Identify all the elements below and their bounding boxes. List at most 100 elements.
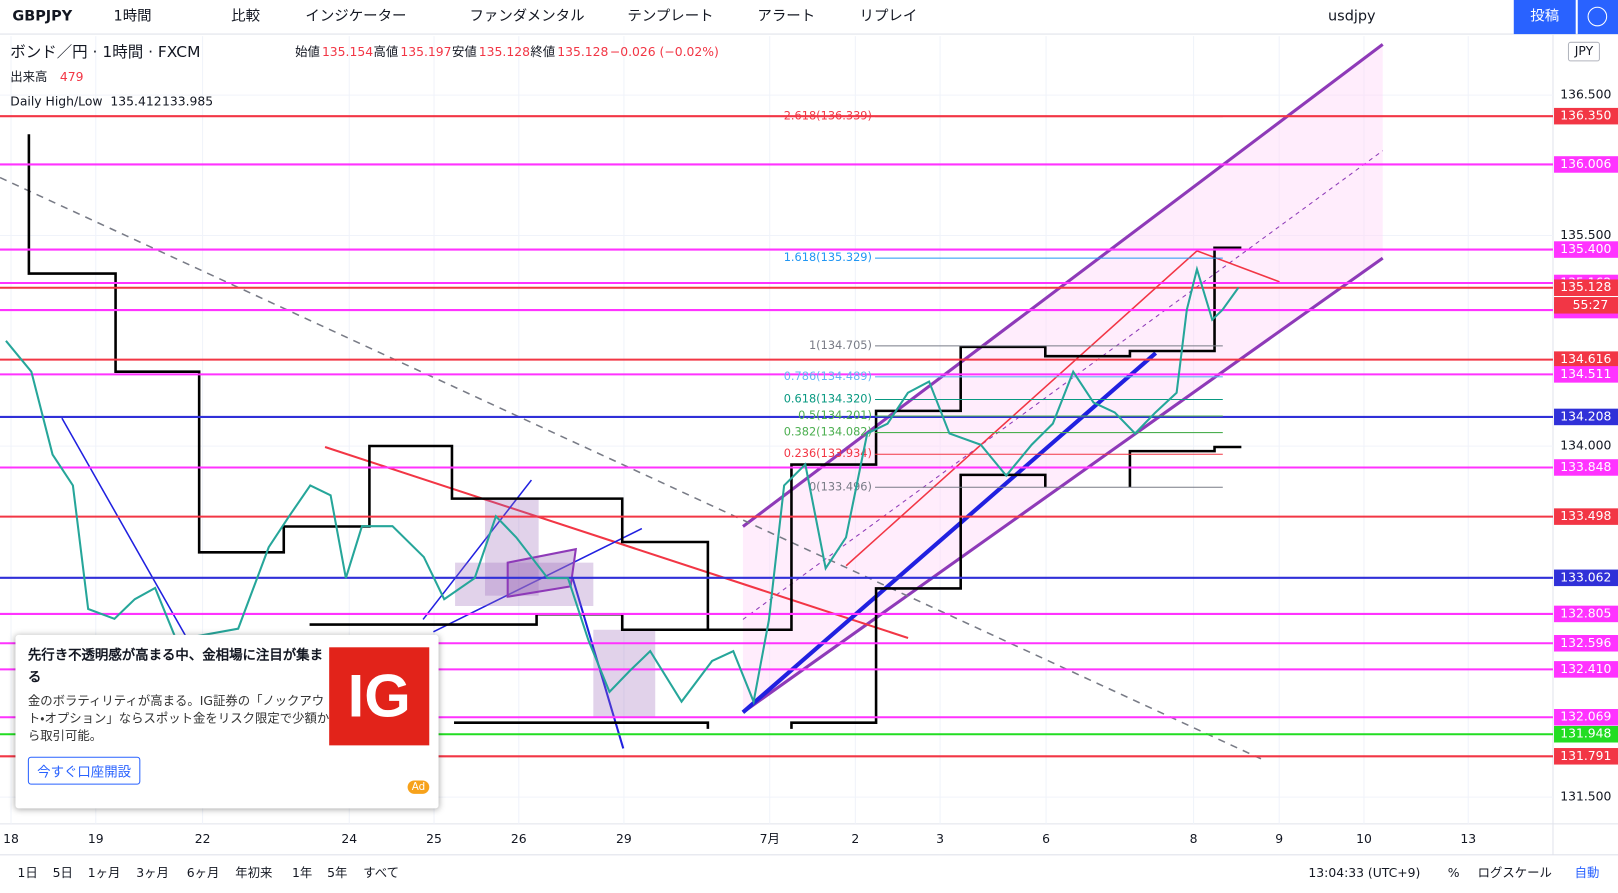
symbol[interactable]: GBPJPY <box>12 9 72 25</box>
y-tick-label: 136.500 <box>1560 88 1611 102</box>
ohlc-label: 終値 <box>530 44 555 59</box>
y-tick-label: 134.000 <box>1560 439 1611 453</box>
level-label: 136.006 <box>1560 157 1611 171</box>
compare[interactable]: 比較 <box>231 8 260 25</box>
level-label: 132.805 <box>1560 606 1611 620</box>
fib-label: 0.236(133.934) <box>784 446 872 460</box>
fib-label: 0.5(134.201) <box>798 408 872 422</box>
level-label: 133.848 <box>1560 460 1611 474</box>
level-label: 131.948 <box>1560 727 1611 741</box>
level-tag <box>1554 459 1618 476</box>
box-1 <box>484 497 539 596</box>
countdown-tag <box>1554 297 1618 314</box>
publish-button[interactable] <box>1513 0 1576 35</box>
ohlc: 始値 135.154 高値 135.197 安値 135.128 終値 135.128 <box>295 44 608 59</box>
price-line <box>5 265 1240 706</box>
range-button[interactable]: 5年 <box>327 866 347 880</box>
level-tag <box>1554 605 1618 623</box>
x-tick-label: 29 <box>616 832 632 846</box>
fib-label: 1(134.705) <box>809 338 872 352</box>
ad-logo: IG <box>329 647 430 746</box>
interval[interactable]: 1時間 <box>114 8 152 25</box>
x-tick-label: 22 <box>195 832 211 846</box>
level-label: 136.350 <box>1560 109 1611 123</box>
play-button[interactable] <box>1577 0 1618 35</box>
range-button[interactable]: 1ヶ月 <box>88 866 121 880</box>
series <box>5 265 1240 706</box>
channel-top <box>742 43 1384 528</box>
percent-toggle[interactable]: % <box>1448 866 1460 880</box>
log-toggle[interactable]: ログスケール <box>1478 866 1552 880</box>
replay[interactable]: リプレイ <box>860 8 918 25</box>
x-tick-label: 24 <box>341 832 357 846</box>
play-icon <box>1587 6 1608 27</box>
volume-label: 出来高 <box>10 70 47 84</box>
range-button[interactable]: 1年 <box>292 866 312 880</box>
fibs: 2.618(136.339) 1.618(135.329) 1(134.705) 0.… <box>784 109 1223 493</box>
trend-red-2 <box>845 250 1198 567</box>
ad-title[interactable]: 先行き不透明感が高まる中、金相場に注目が集まる <box>27 648 323 686</box>
account[interactable]: usdjpy <box>1328 9 1376 25</box>
level-tag <box>1554 408 1618 426</box>
fib-label: 2.618(136.339) <box>784 109 872 123</box>
auto-toggle[interactable]: 自動 <box>1575 866 1600 880</box>
level-label: 132.596 <box>1560 636 1611 650</box>
alert[interactable]: アラート <box>757 9 815 25</box>
x-tick-label: 6 <box>1042 832 1050 846</box>
range-button[interactable]: 年初来 <box>235 866 272 880</box>
level-tag <box>1554 156 1618 173</box>
indicator-high: 135.412 <box>110 95 161 109</box>
x-tick-label: 7月 <box>760 832 780 846</box>
x-tick-label: 19 <box>88 832 104 846</box>
range-button[interactable]: 3ヶ月 <box>136 866 169 880</box>
level-tag <box>1554 725 1618 743</box>
ad[interactable]: 先行き不透明感が高まる中、金相場に注目が集まる 金のボラティリティが高まる。IG… <box>15 634 439 809</box>
level-tag <box>1554 508 1618 525</box>
x-tick-label: 9 <box>1275 832 1283 846</box>
legend-title: ボンド／円 · 1時間 · FXCM <box>10 43 200 61</box>
trend-red-3 <box>1196 250 1280 283</box>
level-tag <box>1554 709 1618 726</box>
currency: JPY <box>1574 44 1594 58</box>
ad-button[interactable]: 今すぐ口座開設 <box>27 756 141 785</box>
y-tick-label: 131.500 <box>1560 790 1611 804</box>
range-button[interactable]: 1日 <box>18 866 38 880</box>
fib-label: 0(133.496) <box>809 479 872 493</box>
toolbar-bg <box>0 0 1618 35</box>
level-tag <box>1554 107 1618 125</box>
indicators[interactable]: インジケーター <box>305 8 406 25</box>
ad-body: 金のボラティリティが高まる。IG証券の「ノックアウト・オプション」ならスポット金… <box>27 693 330 744</box>
level-label: 132.410 <box>1560 662 1611 676</box>
level-label: 134.208 <box>1560 409 1611 423</box>
level-tag <box>1554 366 1618 383</box>
range-button[interactable]: 6ヶ月 <box>187 866 220 880</box>
trend-blue <box>741 351 1158 714</box>
fib-label: 0.786(134.489) <box>784 369 872 383</box>
x-tick-label: 18 <box>3 832 19 846</box>
level-tag <box>1554 635 1618 652</box>
ohlc-value: 135.154 <box>322 45 373 59</box>
x-tick-label: 26 <box>511 832 527 846</box>
level-tag <box>1554 279 1618 297</box>
range-button[interactable]: すべて <box>363 866 399 880</box>
publish-label[interactable]: 投稿 <box>1530 8 1559 25</box>
ad-badge: Ad <box>407 780 430 794</box>
level-tag <box>1554 241 1618 258</box>
level-label: 134.616 <box>1560 352 1611 366</box>
clock: 13:04:33 (UTC+9) <box>1308 866 1420 880</box>
fundamentals[interactable]: ファンダメンタル <box>470 8 585 25</box>
level-label: 133.062 <box>1560 570 1611 584</box>
range-button[interactable]: 5日 <box>53 866 73 880</box>
channel-mid <box>742 150 1384 620</box>
change: −0.026 (−0.02%) <box>610 45 719 59</box>
level-label: 131.791 <box>1560 749 1611 763</box>
level-tag <box>1554 661 1618 678</box>
fib-label: 1.618(135.329) <box>784 250 872 264</box>
trend-blue-3 <box>422 479 533 620</box>
y-tick-label: 135.500 <box>1560 228 1611 242</box>
channel-bottom <box>742 256 1384 714</box>
templates[interactable]: テンプレート <box>627 8 713 25</box>
